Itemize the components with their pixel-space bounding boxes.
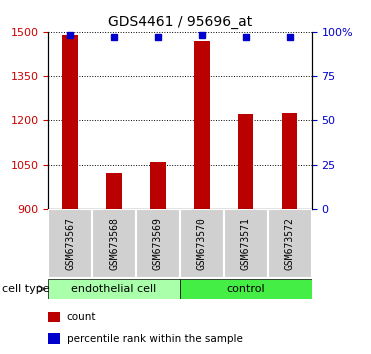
Text: cell type: cell type: [2, 284, 49, 294]
Bar: [282, 113, 298, 209]
Text: GSM673572: GSM673572: [285, 217, 295, 270]
Title: GDS4461 / 95696_at: GDS4461 / 95696_at: [108, 16, 252, 29]
Text: GSM673567: GSM673567: [65, 217, 75, 270]
Text: control: control: [226, 284, 265, 294]
Text: GSM673569: GSM673569: [153, 217, 163, 270]
Bar: [180, 279, 312, 299]
Bar: [106, 173, 122, 209]
Bar: [48, 333, 60, 343]
Bar: [180, 209, 224, 278]
Text: GSM673571: GSM673571: [241, 217, 251, 270]
Bar: [92, 209, 136, 278]
Bar: [62, 35, 78, 209]
Text: endothelial cell: endothelial cell: [72, 284, 157, 294]
Text: GSM673568: GSM673568: [109, 217, 119, 270]
Bar: [194, 41, 210, 209]
Bar: [48, 209, 92, 278]
Bar: [48, 279, 180, 299]
Text: percentile rank within the sample: percentile rank within the sample: [67, 334, 243, 344]
Bar: [150, 162, 166, 209]
Bar: [238, 114, 253, 209]
Text: count: count: [67, 312, 96, 322]
Bar: [48, 312, 60, 322]
Bar: [268, 209, 312, 278]
Bar: [224, 209, 268, 278]
Text: GSM673570: GSM673570: [197, 217, 207, 270]
Bar: [136, 209, 180, 278]
